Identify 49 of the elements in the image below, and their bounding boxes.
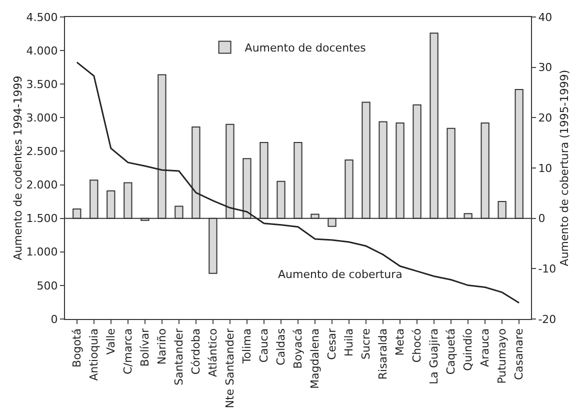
x-tick-label: La Guajira: [428, 328, 441, 384]
x-tick-label: Meta: [394, 328, 407, 356]
y-tick-label: 0: [50, 312, 58, 326]
x-tick-label: Antioquia: [87, 328, 100, 381]
series-label: Aumento de cobertura: [278, 268, 402, 281]
y2-tick-label: -10: [538, 262, 556, 276]
y2-tick-label: -20: [538, 312, 556, 326]
x-tick-label: Córdoba: [190, 328, 203, 375]
x-tick-label: Huila: [342, 328, 356, 357]
x-tick-label: Tolima: [240, 328, 254, 365]
y-tick-label: 4.000: [26, 44, 58, 58]
x-tick-label: Caquetá: [444, 328, 458, 375]
x-tick-label: Putumayo: [496, 328, 509, 384]
y2-tick-label: 20: [538, 112, 552, 125]
y-axis-title: Aumento de codentes 1994-1999: [11, 76, 24, 260]
x-tick-label: Atlántico: [206, 328, 220, 377]
y-tick-label: 2.000: [26, 178, 58, 192]
x-tick-label: Valle: [104, 328, 118, 355]
x-tick-label: Bogotá: [70, 328, 84, 368]
y2-tick-label: 0: [538, 212, 546, 226]
y-tick-label: 500: [36, 279, 58, 292]
x-tick-label: Santander: [172, 328, 186, 386]
y2-axis-title: Aumento de cobertura (1995-1999): [558, 70, 571, 266]
y-tick-label: 3.500: [26, 78, 58, 91]
x-tick-label: Cesar: [326, 328, 339, 360]
x-tick-label: Caldas: [274, 328, 288, 366]
x-tick-label: Arauca: [478, 328, 492, 367]
y2-tick-label: 10: [538, 162, 552, 175]
line-series: [76, 62, 520, 304]
x-tick-label: C/marca: [122, 328, 135, 374]
y-tick-label: 2.500: [26, 145, 58, 158]
y2-tick-label: 40: [538, 10, 552, 24]
x-tick-label: Nte Santander: [224, 328, 237, 408]
x-tick-label: Sucre: [360, 328, 373, 360]
x-tick-label: Cauca: [258, 328, 271, 363]
x-tick-label: Boyacá: [292, 328, 305, 369]
x-tick-label: Magdalena: [308, 328, 322, 389]
x-tick-label: Bolívar: [138, 328, 152, 367]
x-tick-label: Risaralda: [376, 328, 390, 380]
y-tick-label: 3.000: [26, 112, 58, 125]
x-tick-label: Nariño: [156, 328, 169, 365]
legend-label: Aumento de docentes: [244, 41, 366, 54]
x-tick-label: Chocó: [410, 328, 424, 363]
y-tick-label: 4.500: [26, 10, 58, 24]
y2-tick-label: 30: [538, 61, 552, 74]
x-tick-label: Casanare: [512, 328, 526, 380]
y-tick-label: 1.000: [26, 246, 58, 259]
y-tick-label: 1.500: [26, 212, 58, 226]
x-tick-label: Quindío: [462, 328, 475, 371]
